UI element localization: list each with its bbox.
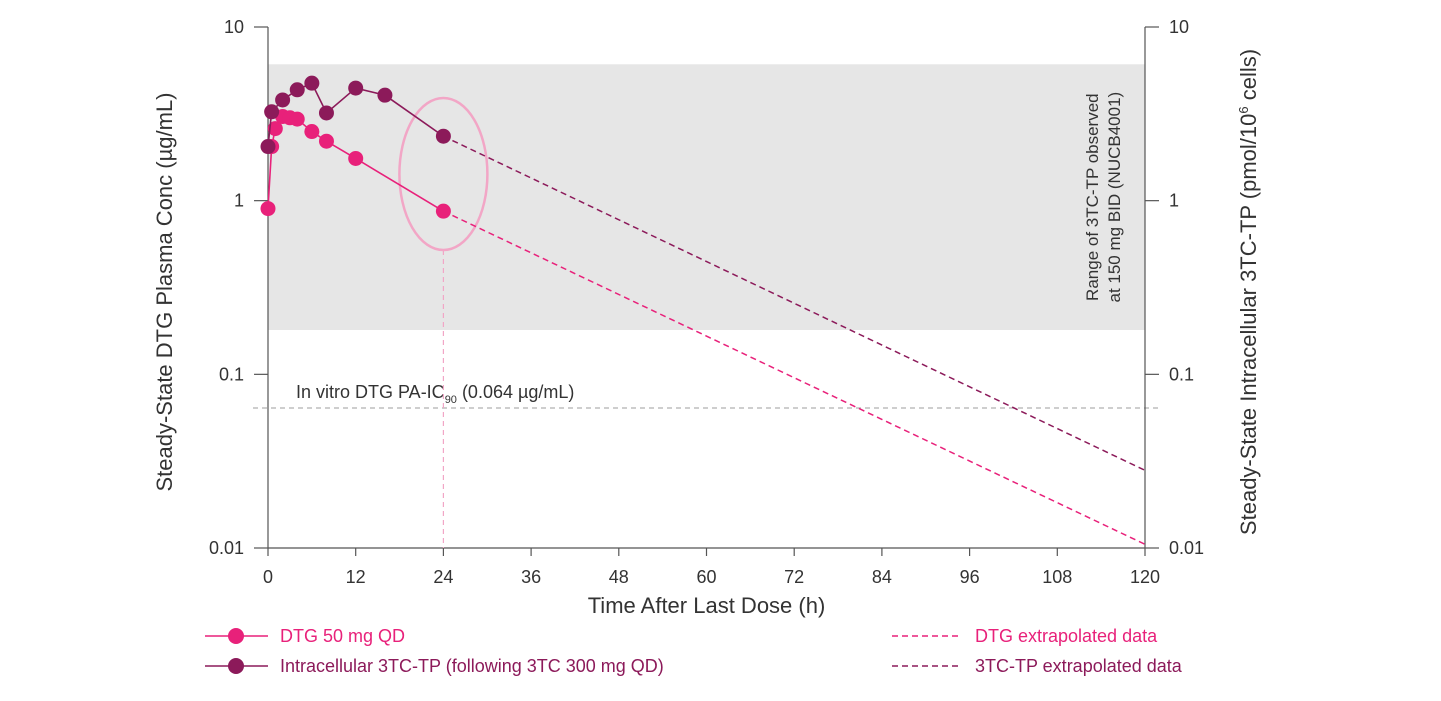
x-tick-label: 48 xyxy=(609,567,629,587)
left-y-tick-label: 0.01 xyxy=(209,538,244,558)
legend-3tctp-extrapolated-label: 3TC-TP extrapolated data xyxy=(975,656,1183,676)
left-y-ticks: 0.01 0.1 1 10 xyxy=(209,17,268,558)
legend: DTG 50 mg QD Intracellular 3TC-TP (follo… xyxy=(205,626,1183,676)
series-point xyxy=(267,121,283,137)
x-tick-label: 108 xyxy=(1042,567,1072,587)
right-y-title-superscript: 6 xyxy=(1236,106,1251,113)
series-point xyxy=(348,80,364,96)
x-tick-label: 36 xyxy=(521,567,541,587)
series-point xyxy=(275,92,291,108)
x-tick-label: 12 xyxy=(346,567,366,587)
reference-layer: In vitro DTG PA-IC90 (0.064 µg/mL) xyxy=(253,382,1158,409)
reference-line-label: In vitro DTG PA-IC90 (0.064 µg/mL) xyxy=(296,382,574,406)
range-band-label-line1: Range of 3TC-TP observed xyxy=(1083,93,1102,301)
right-y-title-main: Steady-State Intracellular 3TC-TP (pmol/… xyxy=(1236,114,1261,535)
series-point xyxy=(264,104,280,120)
series-point xyxy=(304,75,320,91)
legend-item-3tctp-extrapolated: 3TC-TP extrapolated data xyxy=(892,656,1183,676)
legend-dtg-marker xyxy=(228,628,244,644)
series-point xyxy=(318,133,334,149)
left-y-axis-title: Steady-State DTG Plasma Conc (µg/mL) xyxy=(152,92,177,491)
series-point xyxy=(304,124,320,140)
x-tick-label: 120 xyxy=(1130,567,1160,587)
x-axis-title: Time After Last Dose (h) xyxy=(588,593,826,618)
x-tick-label: 96 xyxy=(960,567,980,587)
left-y-tick-label: 1 xyxy=(234,191,244,211)
right-y-ticks: 0.01 0.1 1 10 xyxy=(1145,17,1204,558)
right-y-tick-label: 0.01 xyxy=(1169,538,1204,558)
reference-label-main: In vitro DTG PA-IC xyxy=(296,382,445,402)
x-ticks: 0 12 24 36 48 60 72 84 96 108 120 xyxy=(263,548,1160,587)
legend-item-dtg-extrapolated: DTG extrapolated data xyxy=(892,626,1158,646)
range-band-layer: Range of 3TC-TP observed at 150 mg BID (… xyxy=(268,64,1145,331)
left-y-tick-label: 10 xyxy=(224,17,244,37)
series-layer xyxy=(260,75,451,219)
legend-item-dtg: DTG 50 mg QD xyxy=(205,626,405,646)
x-tick-label: 0 xyxy=(263,567,273,587)
highlight-ellipse xyxy=(398,96,489,252)
right-y-tick-label: 10 xyxy=(1169,17,1189,37)
legend-3tctp-marker xyxy=(228,658,244,674)
right-y-tick-label: 0.1 xyxy=(1169,364,1194,384)
series-point xyxy=(377,87,393,103)
x-tick-label: 72 xyxy=(784,567,804,587)
legend-item-3tctp: Intracellular 3TC-TP (following 3TC 300 … xyxy=(205,656,664,676)
left-y-tick-label: 0.1 xyxy=(219,364,244,384)
right-y-tick-label: 1 xyxy=(1169,191,1179,211)
series-point xyxy=(289,111,305,127)
series-point xyxy=(435,203,451,219)
reference-label-end: (0.064 µg/mL) xyxy=(457,382,574,402)
x-tick-label: 24 xyxy=(433,567,453,587)
series-point xyxy=(435,128,451,144)
series-point xyxy=(289,82,305,98)
x-tick-label: 84 xyxy=(872,567,892,587)
series-point xyxy=(260,139,276,155)
series-point xyxy=(318,105,334,121)
series-point xyxy=(260,201,276,217)
legend-dtg-extrapolated-label: DTG extrapolated data xyxy=(975,626,1158,646)
series-point xyxy=(348,150,364,166)
legend-dtg-label: DTG 50 mg QD xyxy=(280,626,405,646)
reference-label-subscript: 90 xyxy=(445,394,457,406)
right-y-axis-title: Steady-State Intracellular 3TC-TP (pmol/… xyxy=(1236,49,1261,535)
x-tick-label: 60 xyxy=(696,567,716,587)
range-band xyxy=(268,64,1145,331)
range-band-label-line2: at 150 mg BID (NUCB4001) xyxy=(1105,92,1124,303)
right-y-title-end: cells) xyxy=(1236,49,1261,106)
legend-3tctp-label: Intracellular 3TC-TP (following 3TC 300 … xyxy=(280,656,664,676)
